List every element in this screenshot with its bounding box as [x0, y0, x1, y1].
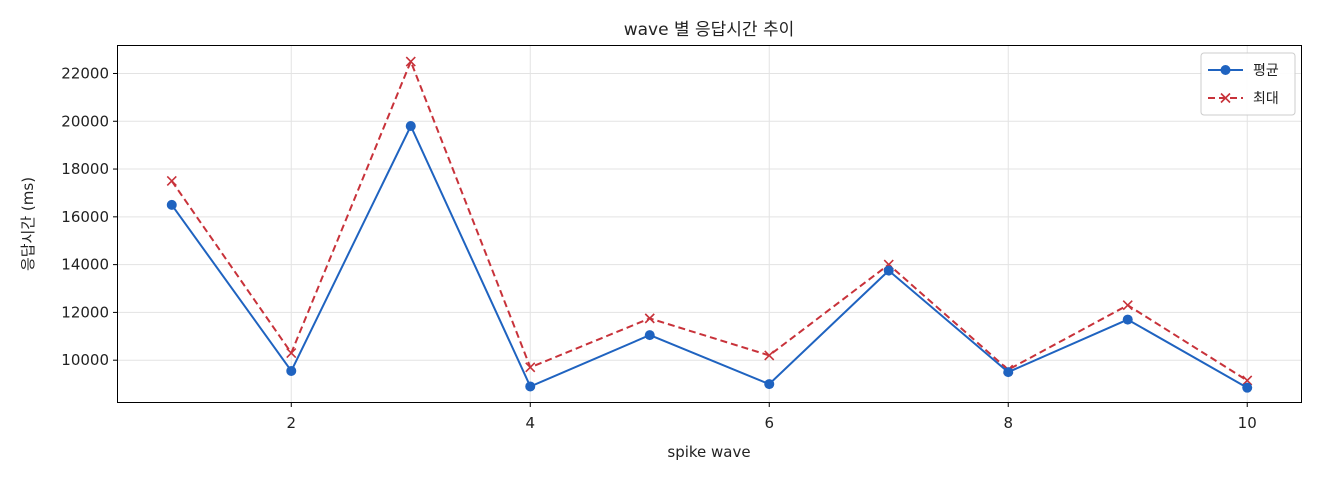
data-point	[1242, 375, 1253, 386]
y-tick-label: 14000	[61, 256, 109, 274]
data-point	[286, 365, 297, 376]
y-axis-label: 응답시간 (ms)	[19, 177, 37, 271]
legend-label: 최대	[1253, 91, 1279, 107]
data-point	[1003, 367, 1014, 378]
y-tick-label: 20000	[61, 112, 109, 130]
data-point	[644, 330, 655, 341]
data-point	[764, 379, 775, 390]
data-point	[883, 265, 894, 276]
data-point	[166, 199, 177, 210]
data-point	[405, 121, 416, 132]
y-tick-label: 12000	[61, 303, 109, 321]
y-tick-label: 16000	[61, 208, 109, 226]
x-tick-label: 8	[1003, 414, 1013, 432]
series-line	[170, 60, 1248, 382]
legend-marker	[1220, 65, 1231, 75]
data-point	[1242, 382, 1253, 393]
data-point	[644, 313, 655, 324]
legend-label: 평균	[1253, 63, 1279, 79]
ticks: 2 4 6 8 10 10000 12000 14000 16000 18000 20000 2200…	[61, 64, 1256, 432]
x-tick-label: 6	[764, 414, 774, 432]
data-point	[405, 56, 416, 67]
chart-title: wave 별 응답시간 추이	[624, 20, 795, 40]
data-point	[286, 347, 297, 359]
data-point	[764, 350, 775, 361]
y-tick-label: 10000	[61, 351, 109, 369]
series-line	[170, 125, 1248, 389]
y-tick-label: 22000	[61, 64, 109, 82]
series-layer	[166, 56, 1253, 393]
data-point	[1122, 314, 1133, 325]
data-point	[525, 381, 536, 392]
plot-frame	[117, 45, 1302, 403]
legend-marker	[1220, 92, 1231, 104]
data-point	[166, 175, 177, 187]
x-axis-label: spike wave	[667, 443, 750, 461]
data-point	[525, 362, 536, 373]
x-tick-label: 4	[525, 414, 535, 432]
data-point	[1122, 300, 1133, 311]
y-tick-label: 18000	[61, 160, 109, 178]
x-tick-label: 2	[286, 414, 296, 432]
x-tick-label: 10	[1238, 414, 1257, 432]
legend-box	[1200, 52, 1296, 116]
